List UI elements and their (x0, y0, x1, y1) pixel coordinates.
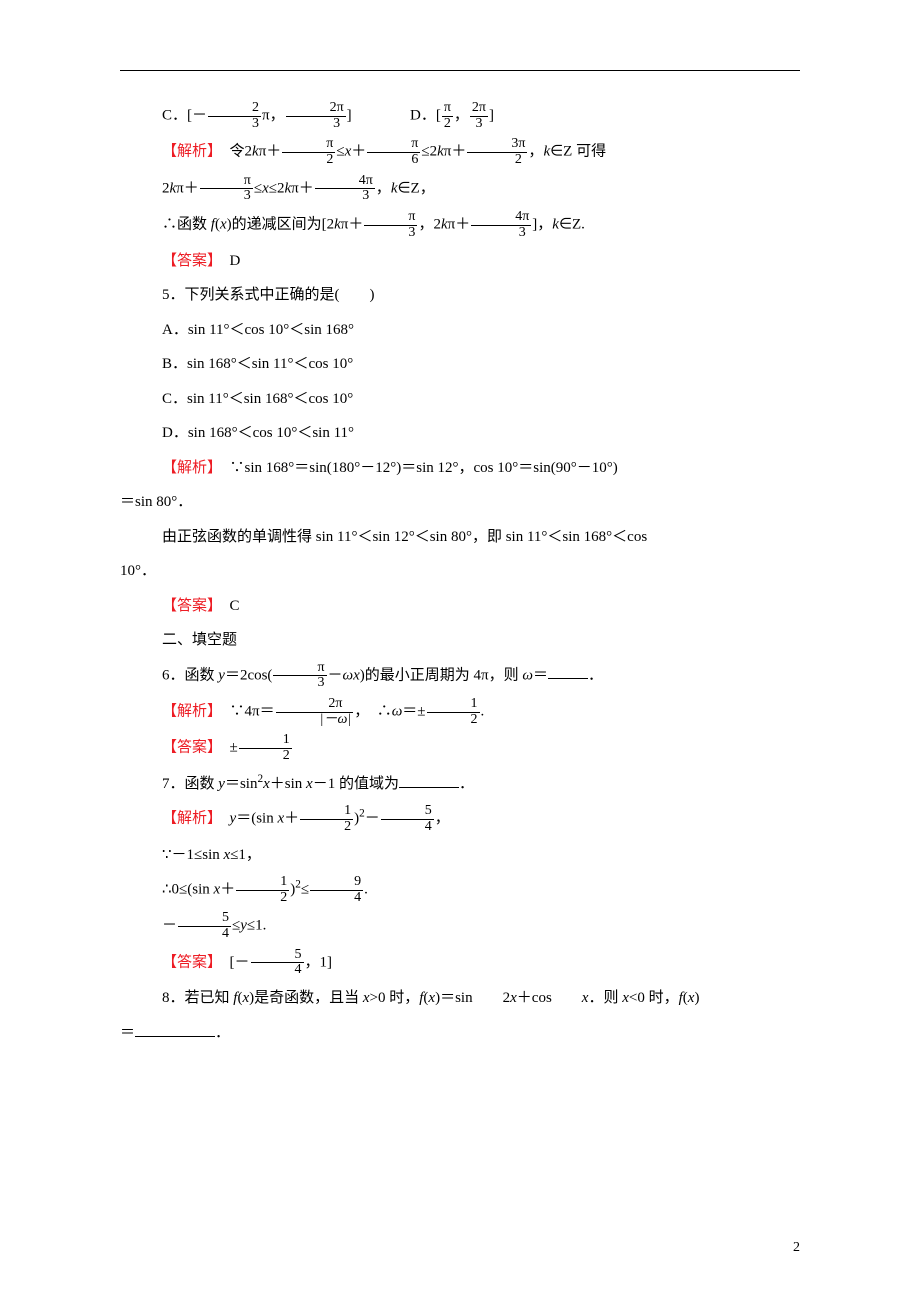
q4-sol-line2: 2kπ＋π3≤x≤2kπ＋4π3，k∈Z， (120, 174, 800, 204)
q7-stem: 7．函数 y＝sin2x＋sin x－1 的值域为． (120, 770, 800, 799)
q7-sol-line2: ∵－1≤sin x≤1， (120, 841, 800, 870)
daan-label: 【答案】 (162, 954, 215, 970)
q7-sol-line4: －54≤y≤1. (120, 911, 800, 941)
q8-stem: 8．若已知 f(x)是奇函数，且当 x>0 时，f(x)＝sin 2x＋cos … (120, 984, 800, 1013)
q5-sol-line2: 由正弦函数的单调性得 sin 11°＜sin 12°＜sin 80°，即 sin… (120, 523, 800, 552)
jiexi-label: 【解析】 (162, 144, 215, 160)
top-rule (120, 70, 800, 71)
q4-choice-c: C．[－23π，2π3] (120, 101, 410, 131)
section-2-heading: 二、填空题 (120, 626, 800, 655)
q7-answer: 【答案】 [－54，1] (120, 948, 800, 978)
blank (399, 773, 459, 788)
q6-answer: 【答案】 ±12 (120, 733, 800, 763)
q4-sol-line3: ∴函数 f(x)的递减区间为[2kπ＋π3，2kπ＋4π3]，k∈Z. (120, 210, 800, 240)
q7-sol-line1: 【解析】 y＝(sin x＋12)2－54， (120, 804, 800, 834)
q5-choice-d: D．sin 168°＜cos 10°＜sin 11° (120, 419, 800, 448)
q5-sol-line1-cont: ＝sin 80°． (120, 488, 800, 517)
daan-label: 【答案】 (162, 253, 215, 269)
q5-sol-line1: 【解析】 ∵sin 168°＝sin(180°－12°)＝sin 12°，cos… (120, 454, 800, 483)
q5-stem: 5．下列关系式中正确的是( ) (120, 281, 800, 310)
q4-choice-row: C．[－23π，2π3] D．[π2，2π3] (120, 101, 800, 131)
page-number: 2 (793, 1235, 800, 1262)
text: C．[－ (162, 108, 207, 124)
q4-choice-d: D．[π2，2π3] (410, 101, 800, 131)
q5-choice-a: A．sin 11°＜cos 10°＜sin 168° (120, 316, 800, 345)
q5-sol-line2-cont: 10°． (120, 557, 800, 586)
q5-choice-b: B．sin 168°＜sin 11°＜cos 10° (120, 350, 800, 379)
jiexi-label: 【解析】 (162, 460, 215, 476)
jiexi-label: 【解析】 (162, 811, 215, 827)
q4-answer: 【答案】 D (120, 247, 800, 276)
q5-choice-c: C．sin 11°＜sin 168°＜cos 10° (120, 385, 800, 414)
q6-sol: 【解析】 ∵4π＝2π|－ω|， ∴ω＝±12. (120, 697, 800, 727)
blank (135, 1022, 215, 1037)
daan-label: 【答案】 (162, 740, 215, 756)
q5-answer: 【答案】 C (120, 592, 800, 621)
q4-sol-line1: 【解析】 令2kπ＋π2≤x＋π6≤2kπ＋3π2，k∈Z 可得 (120, 137, 800, 167)
daan-label: 【答案】 (162, 598, 215, 614)
q7-sol-line3: ∴0≤(sin x＋12)2≤94. (120, 875, 800, 905)
page: C．[－23π，2π3] D．[π2，2π3] 【解析】 令2kπ＋π2≤x＋π… (0, 0, 920, 1302)
q8-stem-cont: ＝． (120, 1019, 800, 1048)
blank (548, 665, 588, 680)
jiexi-label: 【解析】 (162, 704, 215, 720)
q6-stem: 6．函数 y＝2cos(π3－ωx)的最小正周期为 4π，则 ω＝． (120, 661, 800, 691)
